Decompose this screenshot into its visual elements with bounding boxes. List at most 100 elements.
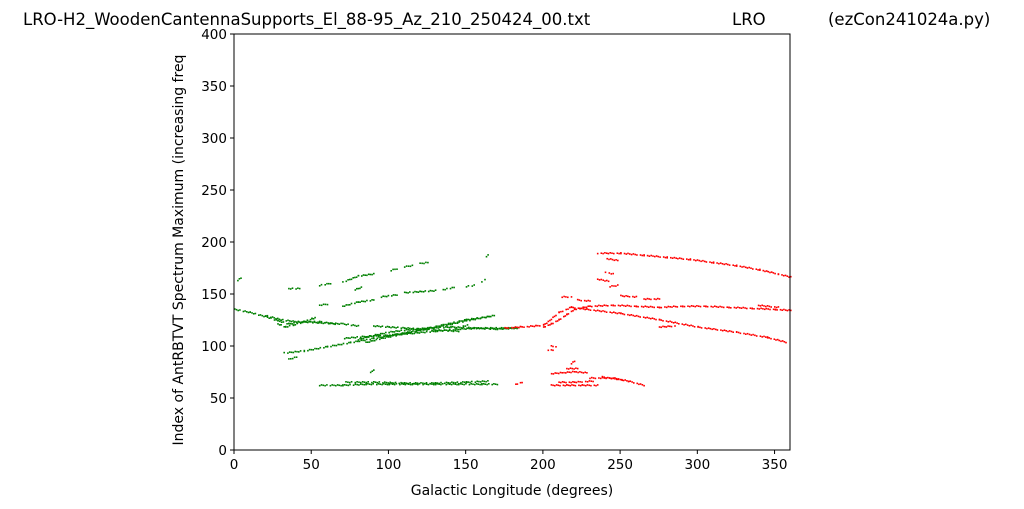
data-point — [562, 384, 565, 387]
data-point — [611, 285, 613, 287]
data-point — [417, 383, 419, 386]
data-point — [409, 291, 411, 293]
data-point — [383, 383, 385, 385]
data-point — [779, 308, 782, 311]
data-point — [358, 340, 361, 343]
data-point — [409, 327, 411, 330]
data-point — [749, 307, 752, 309]
data-point — [612, 304, 614, 306]
data-point — [419, 262, 421, 264]
data-point — [663, 325, 666, 328]
data-point — [400, 329, 403, 331]
data-point — [456, 383, 458, 386]
data-point — [374, 381, 377, 383]
data-point — [567, 384, 570, 387]
data-point — [612, 377, 614, 379]
data-point — [391, 295, 393, 297]
data-point — [421, 262, 423, 265]
data-point — [431, 290, 433, 292]
data-point — [360, 339, 363, 342]
data-point — [696, 305, 698, 307]
data-point — [292, 351, 295, 354]
series-red — [504, 252, 792, 387]
data-point — [438, 325, 441, 327]
data-point — [726, 306, 728, 308]
data-point — [753, 308, 755, 310]
data-point — [656, 306, 659, 308]
data-point — [484, 383, 487, 385]
data-point — [460, 381, 462, 384]
data-point — [365, 341, 367, 343]
data-point — [421, 328, 423, 331]
data-point — [666, 257, 668, 259]
data-point — [589, 377, 591, 380]
data-point — [686, 324, 689, 326]
data-point — [357, 287, 360, 290]
data-point — [519, 381, 522, 384]
data-point — [648, 306, 650, 308]
data-point — [422, 291, 425, 293]
data-point — [382, 295, 384, 297]
data-point — [280, 324, 282, 326]
data-point — [345, 384, 348, 386]
data-point — [786, 309, 789, 312]
data-point — [309, 318, 312, 321]
data-point — [402, 383, 405, 385]
data-point — [664, 256, 667, 259]
data-point — [750, 267, 752, 269]
x-tick-label: 0 — [230, 457, 239, 473]
data-point — [367, 273, 370, 276]
data-point — [570, 296, 573, 298]
data-point — [506, 327, 508, 329]
data-point — [598, 310, 601, 312]
data-point — [412, 328, 415, 331]
data-point — [781, 274, 783, 276]
data-point — [308, 348, 311, 351]
data-point — [507, 327, 510, 329]
data-point — [306, 321, 309, 323]
data-point — [359, 287, 361, 290]
data-point — [349, 383, 351, 386]
data-point — [745, 333, 747, 335]
data-point — [767, 308, 769, 310]
data-point — [601, 375, 604, 378]
data-point — [572, 381, 574, 383]
data-point — [577, 307, 580, 309]
data-point — [592, 377, 595, 379]
data-point — [324, 303, 327, 306]
data-point — [411, 264, 414, 267]
data-point — [713, 328, 715, 330]
data-point — [521, 381, 523, 384]
data-point — [475, 327, 478, 330]
data-point — [395, 327, 397, 329]
data-point — [395, 383, 398, 385]
data-point — [433, 383, 435, 386]
data-point — [371, 370, 374, 372]
data-point — [378, 381, 381, 383]
data-point — [392, 294, 395, 296]
data-point — [700, 260, 702, 263]
data-point — [277, 319, 279, 322]
data-point — [249, 311, 251, 313]
data-point — [593, 309, 595, 311]
data-point — [439, 326, 442, 328]
data-point — [300, 321, 302, 324]
data-point — [632, 314, 634, 317]
data-point — [613, 285, 615, 287]
data-point — [598, 279, 601, 281]
data-point — [557, 384, 560, 387]
data-point — [624, 379, 626, 381]
data-point — [273, 317, 276, 319]
data-point — [409, 383, 412, 386]
data-point — [458, 320, 461, 322]
data-point — [739, 332, 742, 335]
data-point — [457, 330, 460, 333]
x-tick-label: 250 — [607, 457, 633, 473]
data-point — [763, 308, 766, 311]
data-point — [361, 337, 363, 340]
data-point — [331, 322, 333, 324]
data-point — [410, 330, 413, 333]
data-point — [335, 322, 337, 324]
data-point — [750, 334, 753, 336]
data-point — [772, 272, 775, 274]
